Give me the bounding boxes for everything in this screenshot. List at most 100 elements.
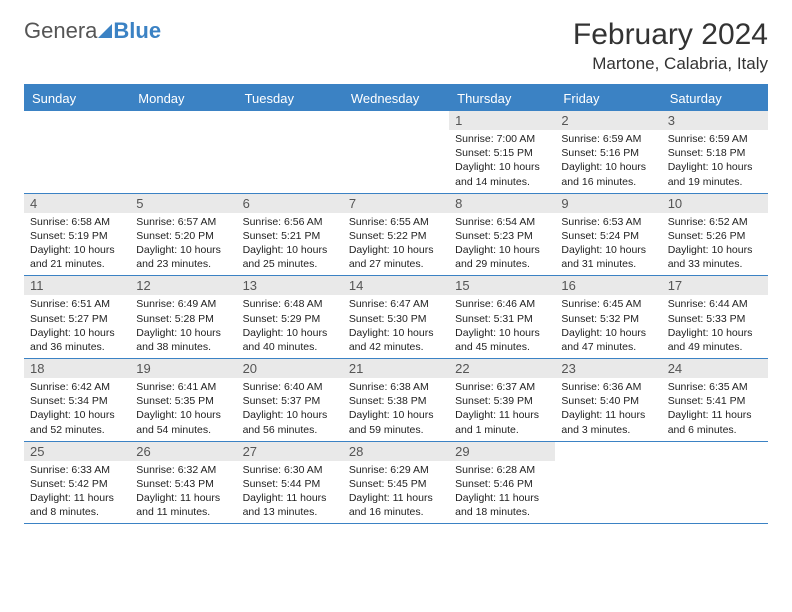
calendar-day-cell: 18Sunrise: 6:42 AMSunset: 5:34 PMDayligh…	[24, 359, 130, 441]
calendar-day-cell: 15Sunrise: 6:46 AMSunset: 5:31 PMDayligh…	[449, 276, 555, 358]
day-number: 19	[130, 359, 236, 378]
weekday-header: Monday	[130, 86, 236, 111]
day-number: 17	[662, 276, 768, 295]
day-info: Sunrise: 6:30 AMSunset: 5:44 PMDaylight:…	[237, 461, 343, 524]
day-info: Sunrise: 6:56 AMSunset: 5:21 PMDaylight:…	[237, 213, 343, 276]
day-number	[237, 111, 343, 130]
calendar-day-cell: 26Sunrise: 6:32 AMSunset: 5:43 PMDayligh…	[130, 442, 236, 524]
day-number: 11	[24, 276, 130, 295]
day-number: 24	[662, 359, 768, 378]
day-number: 5	[130, 194, 236, 213]
day-info: Sunrise: 6:44 AMSunset: 5:33 PMDaylight:…	[662, 295, 768, 358]
day-number: 27	[237, 442, 343, 461]
calendar-week-row: 25Sunrise: 6:33 AMSunset: 5:42 PMDayligh…	[24, 442, 768, 525]
day-info: Sunrise: 6:33 AMSunset: 5:42 PMDaylight:…	[24, 461, 130, 524]
calendar-day-cell: 22Sunrise: 6:37 AMSunset: 5:39 PMDayligh…	[449, 359, 555, 441]
calendar-week-row: 4Sunrise: 6:58 AMSunset: 5:19 PMDaylight…	[24, 194, 768, 277]
day-info: Sunrise: 6:32 AMSunset: 5:43 PMDaylight:…	[130, 461, 236, 524]
calendar-day-cell: 8Sunrise: 6:54 AMSunset: 5:23 PMDaylight…	[449, 194, 555, 276]
day-info: Sunrise: 6:52 AMSunset: 5:26 PMDaylight:…	[662, 213, 768, 276]
day-number: 3	[662, 111, 768, 130]
page-header: Genera Blue February 2024 Martone, Calab…	[24, 18, 768, 74]
day-info: Sunrise: 6:53 AMSunset: 5:24 PMDaylight:…	[555, 213, 661, 276]
calendar-day-cell: 11Sunrise: 6:51 AMSunset: 5:27 PMDayligh…	[24, 276, 130, 358]
logo-triangle-icon	[98, 24, 112, 38]
day-info: Sunrise: 6:46 AMSunset: 5:31 PMDaylight:…	[449, 295, 555, 358]
calendar-day-cell: 1Sunrise: 7:00 AMSunset: 5:15 PMDaylight…	[449, 111, 555, 193]
calendar-day-cell	[130, 111, 236, 193]
day-info: Sunrise: 6:29 AMSunset: 5:45 PMDaylight:…	[343, 461, 449, 524]
logo-text-2: Blue	[113, 18, 161, 44]
brand-logo: Genera Blue	[24, 18, 161, 44]
calendar-day-cell	[237, 111, 343, 193]
day-number: 2	[555, 111, 661, 130]
day-number: 10	[662, 194, 768, 213]
day-number: 29	[449, 442, 555, 461]
calendar-day-cell: 23Sunrise: 6:36 AMSunset: 5:40 PMDayligh…	[555, 359, 661, 441]
calendar-day-cell: 12Sunrise: 6:49 AMSunset: 5:28 PMDayligh…	[130, 276, 236, 358]
day-number	[24, 111, 130, 130]
day-number	[555, 442, 661, 461]
calendar-day-cell	[343, 111, 449, 193]
day-number: 12	[130, 276, 236, 295]
calendar-day-cell: 27Sunrise: 6:30 AMSunset: 5:44 PMDayligh…	[237, 442, 343, 524]
day-number: 8	[449, 194, 555, 213]
location-subtitle: Martone, Calabria, Italy	[573, 54, 768, 74]
day-info: Sunrise: 6:41 AMSunset: 5:35 PMDaylight:…	[130, 378, 236, 441]
calendar-day-cell: 10Sunrise: 6:52 AMSunset: 5:26 PMDayligh…	[662, 194, 768, 276]
day-info: Sunrise: 6:59 AMSunset: 5:16 PMDaylight:…	[555, 130, 661, 193]
calendar-day-cell: 13Sunrise: 6:48 AMSunset: 5:29 PMDayligh…	[237, 276, 343, 358]
day-number	[343, 111, 449, 130]
day-info: Sunrise: 6:49 AMSunset: 5:28 PMDaylight:…	[130, 295, 236, 358]
weekday-header: Wednesday	[343, 86, 449, 111]
day-info: Sunrise: 6:55 AMSunset: 5:22 PMDaylight:…	[343, 213, 449, 276]
calendar-day-cell: 25Sunrise: 6:33 AMSunset: 5:42 PMDayligh…	[24, 442, 130, 524]
title-block: February 2024 Martone, Calabria, Italy	[573, 18, 768, 74]
calendar-week-row: 1Sunrise: 7:00 AMSunset: 5:15 PMDaylight…	[24, 111, 768, 194]
day-info: Sunrise: 6:57 AMSunset: 5:20 PMDaylight:…	[130, 213, 236, 276]
day-info: Sunrise: 6:35 AMSunset: 5:41 PMDaylight:…	[662, 378, 768, 441]
calendar-week-row: 18Sunrise: 6:42 AMSunset: 5:34 PMDayligh…	[24, 359, 768, 442]
day-number: 4	[24, 194, 130, 213]
calendar-grid: SundayMondayTuesdayWednesdayThursdayFrid…	[24, 84, 768, 524]
month-title: February 2024	[573, 18, 768, 52]
day-info: Sunrise: 6:40 AMSunset: 5:37 PMDaylight:…	[237, 378, 343, 441]
calendar-day-cell: 7Sunrise: 6:55 AMSunset: 5:22 PMDaylight…	[343, 194, 449, 276]
calendar-body: 1Sunrise: 7:00 AMSunset: 5:15 PMDaylight…	[24, 111, 768, 524]
day-number: 9	[555, 194, 661, 213]
calendar-day-cell	[24, 111, 130, 193]
calendar-day-cell	[555, 442, 661, 524]
day-info: Sunrise: 6:42 AMSunset: 5:34 PMDaylight:…	[24, 378, 130, 441]
calendar-day-cell: 29Sunrise: 6:28 AMSunset: 5:46 PMDayligh…	[449, 442, 555, 524]
day-number: 6	[237, 194, 343, 213]
day-number: 28	[343, 442, 449, 461]
calendar-day-cell: 28Sunrise: 6:29 AMSunset: 5:45 PMDayligh…	[343, 442, 449, 524]
day-number: 26	[130, 442, 236, 461]
day-info: Sunrise: 6:45 AMSunset: 5:32 PMDaylight:…	[555, 295, 661, 358]
day-info: Sunrise: 6:37 AMSunset: 5:39 PMDaylight:…	[449, 378, 555, 441]
day-number: 13	[237, 276, 343, 295]
day-info: Sunrise: 6:54 AMSunset: 5:23 PMDaylight:…	[449, 213, 555, 276]
day-info: Sunrise: 6:59 AMSunset: 5:18 PMDaylight:…	[662, 130, 768, 193]
day-number: 7	[343, 194, 449, 213]
calendar-day-cell: 6Sunrise: 6:56 AMSunset: 5:21 PMDaylight…	[237, 194, 343, 276]
calendar-day-cell: 5Sunrise: 6:57 AMSunset: 5:20 PMDaylight…	[130, 194, 236, 276]
day-number: 21	[343, 359, 449, 378]
calendar-day-cell: 9Sunrise: 6:53 AMSunset: 5:24 PMDaylight…	[555, 194, 661, 276]
day-number: 15	[449, 276, 555, 295]
calendar-day-cell: 3Sunrise: 6:59 AMSunset: 5:18 PMDaylight…	[662, 111, 768, 193]
calendar-day-cell: 17Sunrise: 6:44 AMSunset: 5:33 PMDayligh…	[662, 276, 768, 358]
day-info: Sunrise: 6:47 AMSunset: 5:30 PMDaylight:…	[343, 295, 449, 358]
calendar-day-cell: 20Sunrise: 6:40 AMSunset: 5:37 PMDayligh…	[237, 359, 343, 441]
calendar-day-cell: 4Sunrise: 6:58 AMSunset: 5:19 PMDaylight…	[24, 194, 130, 276]
calendar-day-cell: 2Sunrise: 6:59 AMSunset: 5:16 PMDaylight…	[555, 111, 661, 193]
day-number	[130, 111, 236, 130]
day-info: Sunrise: 6:38 AMSunset: 5:38 PMDaylight:…	[343, 378, 449, 441]
day-info: Sunrise: 6:58 AMSunset: 5:19 PMDaylight:…	[24, 213, 130, 276]
day-number: 14	[343, 276, 449, 295]
calendar-day-cell: 24Sunrise: 6:35 AMSunset: 5:41 PMDayligh…	[662, 359, 768, 441]
calendar-day-cell: 16Sunrise: 6:45 AMSunset: 5:32 PMDayligh…	[555, 276, 661, 358]
day-number: 20	[237, 359, 343, 378]
weekday-header: Friday	[555, 86, 661, 111]
weekday-header: Tuesday	[237, 86, 343, 111]
